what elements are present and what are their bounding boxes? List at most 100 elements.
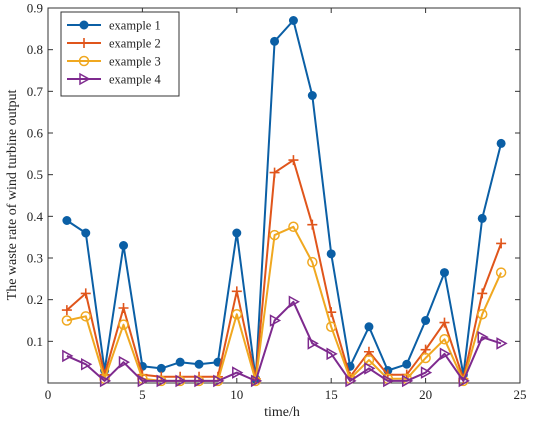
series-4-point xyxy=(345,374,357,388)
x-tick-label: 0 xyxy=(45,387,52,402)
legend-label-4: example 4 xyxy=(109,73,161,87)
legend-marker-3 xyxy=(78,55,90,67)
x-tick-label: 15 xyxy=(325,387,338,402)
series-1-point xyxy=(326,249,336,259)
series-2-line xyxy=(66,159,503,380)
series-2-point xyxy=(439,317,450,328)
y-tick-label: 0.9 xyxy=(27,1,43,16)
series-3-point xyxy=(363,354,375,366)
series-4-point xyxy=(213,374,225,388)
series-1-point xyxy=(194,359,204,369)
x-tick-label: 20 xyxy=(419,387,432,402)
series-3-point xyxy=(420,352,431,364)
x-tick-label: 10 xyxy=(230,387,243,402)
series-1-point xyxy=(496,138,506,148)
series-1-point xyxy=(364,322,374,332)
series-1-point xyxy=(270,36,280,46)
series-1-point xyxy=(477,213,487,223)
series-1-point xyxy=(288,16,298,25)
series-3 xyxy=(61,221,507,387)
series-4-point xyxy=(420,366,433,379)
series-2-point xyxy=(307,219,318,230)
y-tick-label: 0.3 xyxy=(27,251,43,266)
series-4-point xyxy=(326,347,338,361)
series-1-line xyxy=(66,19,503,380)
series-3-point xyxy=(269,229,280,241)
series-4-point xyxy=(99,374,112,388)
series-4-point xyxy=(194,374,206,388)
series-2-point xyxy=(80,288,91,299)
series-1-point xyxy=(232,228,242,238)
series-4-point xyxy=(401,374,414,388)
series-1-point xyxy=(81,228,91,238)
series-2-point xyxy=(477,288,488,299)
series-4-point xyxy=(383,374,395,388)
legend: example 1 example 2 example 3 example 4 xyxy=(60,11,180,97)
series-4-point xyxy=(269,314,282,327)
series-4-point xyxy=(81,357,93,371)
legend-marker-2 xyxy=(79,38,89,48)
series-3-point xyxy=(118,319,129,330)
series-3-point xyxy=(439,334,450,345)
y-tick-label: 0.1 xyxy=(27,334,43,349)
series-3-point xyxy=(61,315,73,326)
series-2-point xyxy=(288,155,299,166)
series-layer xyxy=(61,16,508,388)
series-4 xyxy=(62,295,508,388)
legend-label-3: example 3 xyxy=(109,55,161,69)
series-4-point xyxy=(156,374,168,388)
series-3-point xyxy=(231,309,243,320)
series-4-point xyxy=(288,295,300,309)
y-axis-label: The waste rate of wind turbine output xyxy=(5,90,20,301)
series-2-point xyxy=(231,286,242,297)
series-1-point xyxy=(156,363,166,373)
series-2-point xyxy=(496,238,507,249)
series-4-point xyxy=(250,374,263,388)
series-4-point xyxy=(364,362,376,375)
series-2-point xyxy=(61,305,72,316)
series-4-point xyxy=(458,374,470,388)
series-3-point xyxy=(307,256,318,268)
series-1-point xyxy=(62,216,72,225)
series-4-point xyxy=(439,347,452,361)
series-4-point xyxy=(118,355,131,369)
series-4-point xyxy=(477,330,489,344)
legend-marker-1 xyxy=(79,20,89,30)
legend-label-2: example 2 xyxy=(109,37,161,51)
series-4-point xyxy=(62,349,74,363)
series-1-point xyxy=(307,91,317,100)
series-4-point xyxy=(307,337,319,350)
series-4-point xyxy=(232,366,244,379)
series-3-point xyxy=(476,309,488,320)
legend-marker-4 xyxy=(79,72,91,86)
series-2 xyxy=(61,155,507,384)
legend-label-1: example 1 xyxy=(109,19,161,33)
x-tick-label: 25 xyxy=(514,387,527,402)
series-1-point xyxy=(421,316,431,325)
axes: 0 5 10 15 20 25 0.1 0.2 0.3 0.4 0.5 0.6 0.7 0.8 0.9 xyxy=(27,1,527,403)
series-3-point xyxy=(288,221,299,232)
series-1-point xyxy=(439,268,449,278)
x-axis-label: time/h xyxy=(264,405,300,420)
series-4-point xyxy=(175,374,187,388)
x-tick-label: 5 xyxy=(139,387,146,402)
series-2-point xyxy=(118,303,129,313)
series-1-point xyxy=(402,359,412,369)
series-3-point xyxy=(495,267,507,278)
series-1-point xyxy=(119,241,129,250)
series-1-point xyxy=(175,357,185,367)
y-tick-label: 0.6 xyxy=(27,126,44,141)
series-3-point xyxy=(80,311,92,322)
series-4-point xyxy=(137,374,149,388)
y-tick-label: 0.8 xyxy=(27,42,43,57)
series-4-point xyxy=(496,337,508,350)
series-4-line xyxy=(66,300,502,382)
y-tick-label: 0.7 xyxy=(27,84,44,99)
series-2-point xyxy=(269,167,280,178)
series-3-point xyxy=(325,321,337,332)
y-tick-label: 0.2 xyxy=(27,292,43,307)
plot-frame xyxy=(47,7,521,384)
y-tick-label: 0.4 xyxy=(27,209,44,224)
y-tick-label: 0.5 xyxy=(27,167,43,182)
